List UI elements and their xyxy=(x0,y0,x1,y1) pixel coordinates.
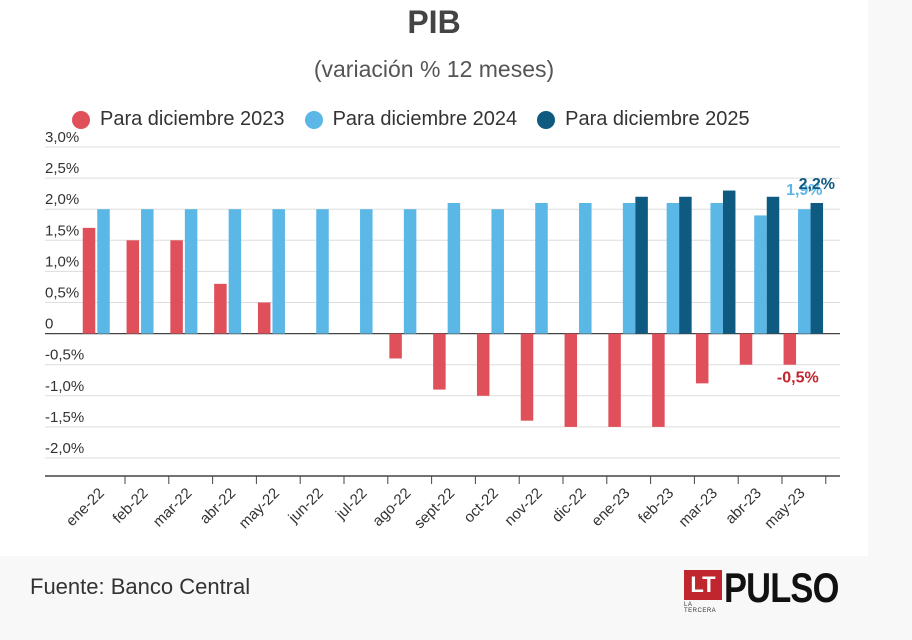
bar-para-diciembre-2023 xyxy=(608,333,621,427)
chart-card: PIB (variación % 12 meses) Para diciembr… xyxy=(45,4,840,533)
bar-para-diciembre-2024 xyxy=(360,209,373,334)
bar-para-diciembre-2023 xyxy=(257,302,271,334)
bar-para-diciembre-2024 xyxy=(491,209,504,334)
bar-para-diciembre-2023 xyxy=(520,333,534,421)
x-tick-label: nov-22 xyxy=(501,485,545,529)
legend-swatch-2025 xyxy=(537,110,556,129)
x-tick-label: jun-22 xyxy=(285,485,327,527)
x-tick-label: feb-22 xyxy=(110,485,152,527)
x-tick-label: mar-23 xyxy=(675,485,721,531)
x-tick-label: may-23 xyxy=(761,485,808,532)
x-tick-label: mar-22 xyxy=(150,485,196,531)
logo-wordmark: PULSO xyxy=(724,564,839,611)
bar-para-diciembre-2023 xyxy=(214,283,227,334)
bar-para-diciembre-2023 xyxy=(652,333,665,427)
bar-para-diciembre-2024 xyxy=(447,202,461,334)
bar-para-diciembre-2025 xyxy=(679,196,692,334)
bar-para-diciembre-2024 xyxy=(184,209,198,334)
legend-swatch-2023 xyxy=(72,110,90,129)
bar-para-diciembre-2024 xyxy=(579,202,592,334)
chart-legend: Para diciembre 2023 Para diciembre 2024 … xyxy=(72,108,770,131)
bar-para-diciembre-2023 xyxy=(126,240,140,334)
bar-para-diciembre-2024 xyxy=(141,209,154,334)
bar-para-diciembre-2023 xyxy=(433,333,446,390)
x-tick-label: feb-23 xyxy=(635,485,677,527)
y-tick-label: 2,5% xyxy=(45,160,79,177)
bar-para-diciembre-2024 xyxy=(754,215,767,334)
bar-para-diciembre-2023 xyxy=(695,333,709,384)
legend-label-2023: Para diciembre 2023 xyxy=(100,108,285,130)
x-tick-label: dic-22 xyxy=(549,485,590,526)
legend-item-2025: Para diciembre 2025 xyxy=(537,108,750,131)
y-tick-label: 1,0% xyxy=(45,253,79,270)
y-tick-label: 3,0% xyxy=(45,129,79,146)
x-tick-label: abr-23 xyxy=(722,485,765,528)
y-tick-label: -2,0% xyxy=(45,440,84,457)
legend-swatch-2024 xyxy=(304,110,323,129)
y-tick-label: -0,5% xyxy=(45,347,84,364)
bar-para-diciembre-2024 xyxy=(535,202,548,334)
x-tick-label: jul-22 xyxy=(332,485,371,524)
x-tick-label: ene-23 xyxy=(588,485,633,530)
bar-para-diciembre-2025 xyxy=(810,202,824,334)
bar-para-diciembre-2023 xyxy=(476,333,490,396)
bar-para-diciembre-2025 xyxy=(766,196,780,334)
y-tick-label: 2,0% xyxy=(45,191,79,208)
bar-para-diciembre-2024 xyxy=(228,209,242,334)
pulso-logo: LT LA TERCERA PULSO xyxy=(684,564,839,614)
bar-para-diciembre-2024 xyxy=(710,202,723,334)
bar-para-diciembre-2023 xyxy=(564,333,578,427)
legend-item-2023: Para diciembre 2023 xyxy=(72,108,285,131)
x-tick-label: ago-22 xyxy=(369,485,414,530)
x-tick-label: may-22 xyxy=(236,485,283,532)
x-tick-label: ene-22 xyxy=(63,485,108,530)
logo-mark: LT xyxy=(684,570,722,600)
bar-para-diciembre-2024 xyxy=(272,209,285,334)
data-label: 1,9% xyxy=(786,182,822,199)
bar-para-diciembre-2023 xyxy=(170,240,183,334)
y-tick-label: -1,5% xyxy=(45,409,84,426)
bar-para-diciembre-2024 xyxy=(798,209,811,334)
chart-title: PIB xyxy=(407,4,461,40)
legend-label-2025: Para diciembre 2025 xyxy=(565,108,750,130)
bar-para-diciembre-2024 xyxy=(316,209,329,334)
y-tick-label: 1,5% xyxy=(45,222,79,239)
y-tick-label: 0 xyxy=(45,316,53,333)
chart-subtitle: (variación % 12 meses) xyxy=(313,56,555,82)
legend-label-2024: Para diciembre 2024 xyxy=(332,108,518,130)
bar-para-diciembre-2024 xyxy=(403,209,417,334)
bar-para-diciembre-2024 xyxy=(97,209,110,334)
bar-para-diciembre-2024 xyxy=(666,202,680,334)
bar-para-diciembre-2023 xyxy=(739,333,753,365)
bar-chart: 3,0% 2,5% 2,0% 1,5% 1,0% 0,5% 0 -0,5% -1,0% -1,5%… xyxy=(45,129,840,532)
x-tick-label: sept-22 xyxy=(411,485,458,532)
y-tick-label: 0,5% xyxy=(45,285,79,302)
bar-para-diciembre-2025 xyxy=(722,190,736,334)
data-label: 2,2% xyxy=(799,176,835,193)
data-label: -0,5% xyxy=(777,370,819,387)
bar-para-diciembre-2023 xyxy=(82,227,96,334)
logo-mark-sub: LA TERCERA xyxy=(684,602,717,614)
legend-item-2024: Para diciembre 2024 xyxy=(304,108,518,131)
y-tick-label: -1,0% xyxy=(45,378,84,395)
x-tick-label: abr-22 xyxy=(197,485,240,528)
x-tick-label: oct-22 xyxy=(461,485,503,527)
bar-para-diciembre-2024 xyxy=(622,202,636,334)
source-note: Fuente: Banco Central xyxy=(30,574,251,599)
bar-para-diciembre-2025 xyxy=(635,196,648,334)
bar-para-diciembre-2023 xyxy=(783,333,797,365)
bar-para-diciembre-2023 xyxy=(389,333,402,359)
